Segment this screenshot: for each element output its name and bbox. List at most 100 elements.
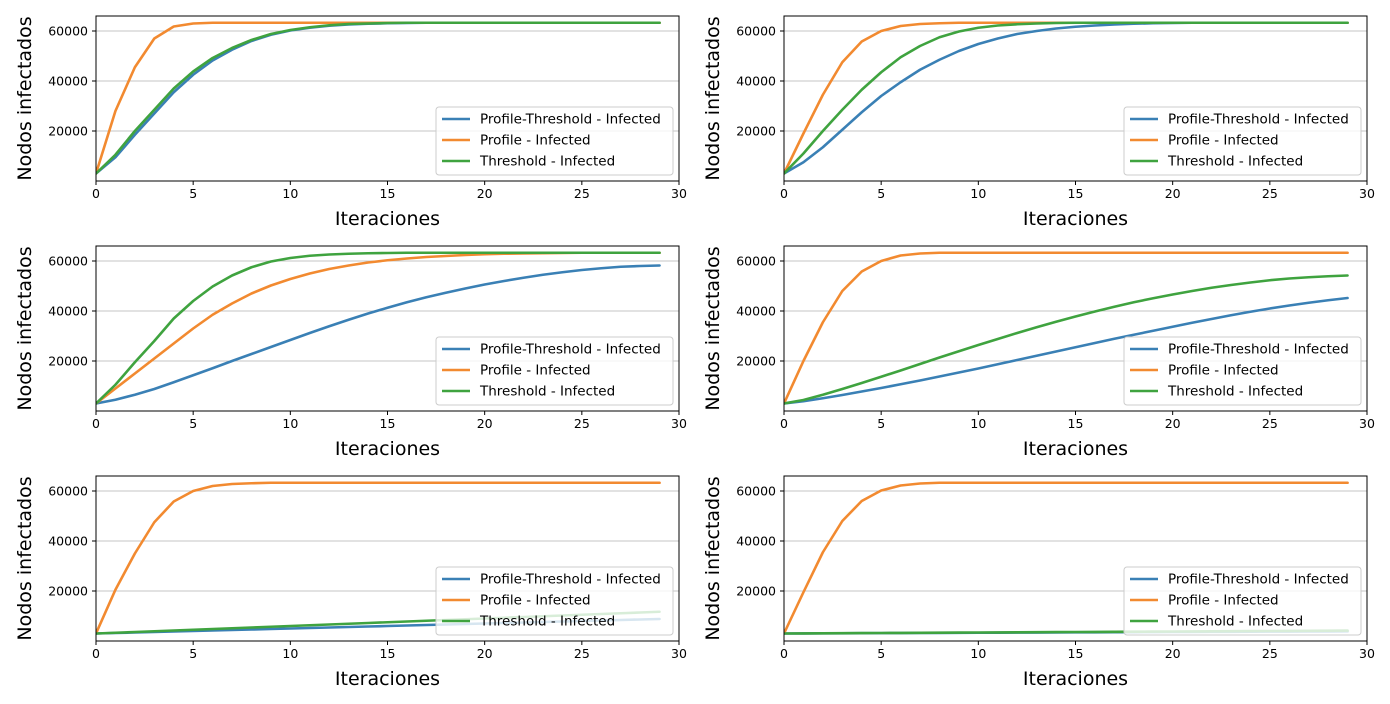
legend-label: Profile-Threshold - Infected — [480, 112, 661, 128]
y-tick-label: 60000 — [48, 254, 88, 269]
series-line-3 — [784, 274, 1349, 405]
series-line-2 — [784, 251, 1349, 405]
x-tick-label: 5 — [189, 646, 197, 661]
x-tick-label: 25 — [574, 646, 590, 661]
y-axis-label: Nodos infectados — [702, 246, 724, 410]
subplot-1: 0 5 10 15 20 25 30 20000 40000 60000 Iteraciones No… — [14, 15, 687, 230]
subplot-2: 0 5 10 15 20 25 30 20000 40000 60000 Iteraciones No… — [702, 15, 1375, 230]
y-tick-label: 40000 — [736, 534, 776, 549]
legend-box — [1123, 106, 1362, 176]
x-tick-label: 10 — [282, 186, 298, 201]
subplot-4: 0 5 10 15 20 25 30 20000 40000 60000 Iteraciones No… — [702, 245, 1375, 460]
legend-label: Profile-Threshold - Infected — [1168, 572, 1349, 588]
y-tick-label: 20000 — [48, 354, 88, 369]
x-tick-label: 10 — [282, 416, 298, 431]
x-tick-label: 15 — [380, 186, 396, 201]
subplot-3: 0 5 10 15 20 25 30 20000 40000 60000 Iteraciones No… — [14, 245, 687, 460]
x-tick-label: 5 — [189, 186, 197, 201]
x-tick-label: 20 — [1165, 646, 1181, 661]
legend-label: Profile - Infected — [1168, 593, 1279, 609]
y-tick-label: 40000 — [48, 534, 88, 549]
x-tick-label: 30 — [1359, 646, 1375, 661]
legend-label: Profile-Threshold - Infected — [1168, 342, 1349, 358]
legend-label: Threshold - Infected — [1167, 384, 1303, 400]
legend-label: Profile - Infected — [1168, 133, 1279, 149]
x-tick-label: 20 — [1165, 186, 1181, 201]
legend-label: Threshold - Infected — [479, 154, 615, 170]
x-tick-label: 10 — [970, 186, 986, 201]
x-tick-label: 10 — [970, 416, 986, 431]
x-tick-label: 15 — [380, 416, 396, 431]
y-tick-label: 60000 — [736, 484, 776, 499]
x-tick-label: 30 — [671, 186, 687, 201]
x-tick-label: 25 — [1262, 646, 1278, 661]
legend: Profile-Threshold - Infected Profile - In… — [1123, 566, 1362, 636]
series-lines — [784, 251, 1349, 405]
y-tick-label: 60000 — [48, 484, 88, 499]
x-tick-label: 20 — [477, 416, 493, 431]
legend: Profile-Threshold - Infected Profile - In… — [435, 566, 674, 636]
y-tick-label: 20000 — [736, 124, 776, 139]
x-tick-label: 15 — [1068, 416, 1084, 431]
legend: Profile-Threshold - Infected Profile - In… — [1123, 336, 1362, 406]
legend-label: Threshold - Infected — [1167, 154, 1303, 170]
legend-label: Profile-Threshold - Infected — [1168, 112, 1349, 128]
x-tick-label: 0 — [780, 186, 788, 201]
x-tick-label: 25 — [574, 416, 590, 431]
y-tick-label: 40000 — [48, 74, 88, 89]
x-tick-label: 0 — [780, 646, 788, 661]
y-tick-label: 20000 — [736, 354, 776, 369]
y-tick-label: 60000 — [48, 24, 88, 39]
legend-label: Profile - Infected — [1168, 363, 1279, 379]
x-tick-label: 10 — [970, 646, 986, 661]
y-axis-label: Nodos infectados — [702, 476, 724, 640]
legend-box — [435, 566, 674, 636]
y-tick-label: 40000 — [48, 304, 88, 319]
series-line-1 — [96, 264, 661, 405]
x-tick-label: 30 — [671, 416, 687, 431]
series-lines — [96, 251, 661, 405]
y-axis-label: Nodos infectados — [14, 476, 36, 640]
x-tick-label: 20 — [1165, 416, 1181, 431]
y-tick-label: 20000 — [48, 584, 88, 599]
legend-label: Threshold - Infected — [479, 614, 615, 630]
x-tick-label: 15 — [1068, 186, 1084, 201]
series-lines — [96, 21, 661, 175]
y-tick-label: 40000 — [736, 74, 776, 89]
x-axis-label: Iteraciones — [335, 208, 440, 230]
legend-box — [1123, 336, 1362, 406]
legend: Profile-Threshold - Infected Profile - In… — [1123, 106, 1362, 176]
x-tick-label: 30 — [1359, 416, 1375, 431]
x-tick-label: 10 — [282, 646, 298, 661]
legend-label: Profile-Threshold - Infected — [480, 572, 661, 588]
legend-label: Threshold - Infected — [1167, 614, 1303, 630]
x-tick-label: 25 — [1262, 186, 1278, 201]
series-line-3 — [96, 21, 661, 175]
x-tick-label: 15 — [1068, 646, 1084, 661]
legend-label: Threshold - Infected — [479, 384, 615, 400]
y-tick-label: 20000 — [736, 584, 776, 599]
x-axis-label: Iteraciones — [1023, 668, 1128, 690]
y-tick-label: 40000 — [736, 304, 776, 319]
y-axis-label: Nodos infectados — [14, 16, 36, 180]
x-tick-label: 0 — [780, 416, 788, 431]
y-axis-label: Nodos infectados — [14, 246, 36, 410]
series-line-2 — [784, 481, 1349, 635]
x-tick-label: 20 — [477, 186, 493, 201]
series-line-3 — [784, 21, 1349, 175]
legend-box — [435, 106, 674, 176]
x-axis-label: Iteraciones — [335, 668, 440, 690]
x-tick-label: 25 — [1262, 416, 1278, 431]
y-tick-label: 60000 — [736, 254, 776, 269]
legend-label: Profile - Infected — [480, 133, 591, 149]
legend-label: Profile - Infected — [480, 363, 591, 379]
series-lines — [784, 21, 1349, 175]
x-tick-label: 30 — [1359, 186, 1375, 201]
x-tick-label: 0 — [92, 646, 100, 661]
series-line-2 — [96, 481, 661, 635]
legend: Profile-Threshold - Infected Profile - In… — [435, 336, 674, 406]
series-line-1 — [784, 296, 1349, 405]
legend-label: Profile - Infected — [480, 593, 591, 609]
y-axis-label: Nodos infectados — [702, 16, 724, 180]
legend-box — [435, 336, 674, 406]
